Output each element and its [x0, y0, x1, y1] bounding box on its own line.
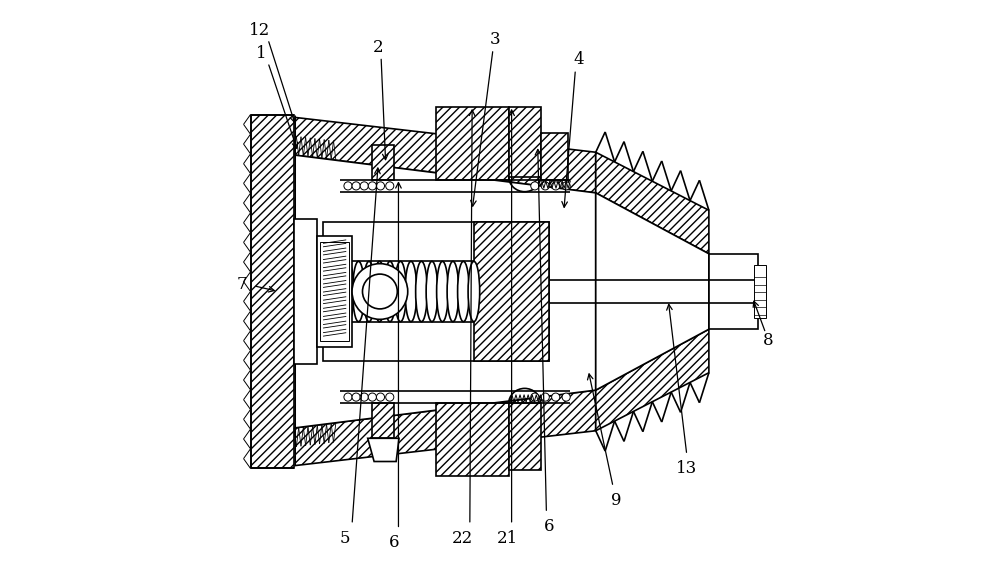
Bar [541, 133, 568, 180]
Ellipse shape [384, 261, 396, 322]
Bar [372, 403, 394, 438]
Bar [294, 219, 317, 364]
Ellipse shape [395, 261, 406, 322]
Circle shape [552, 182, 560, 190]
Ellipse shape [416, 261, 427, 322]
Circle shape [386, 182, 394, 190]
Ellipse shape [458, 261, 469, 322]
Ellipse shape [468, 261, 480, 322]
Ellipse shape [405, 261, 417, 322]
Text: 8: 8 [763, 332, 773, 349]
Text: 7: 7 [237, 276, 248, 293]
Ellipse shape [353, 261, 364, 322]
Circle shape [541, 182, 549, 190]
Circle shape [360, 393, 368, 401]
Circle shape [562, 182, 570, 190]
Circle shape [562, 393, 570, 401]
Circle shape [386, 393, 394, 401]
Circle shape [352, 182, 360, 190]
Text: 2: 2 [373, 39, 383, 57]
Bar [317, 236, 352, 347]
Circle shape [376, 393, 385, 401]
Circle shape [344, 182, 352, 190]
Ellipse shape [374, 261, 385, 322]
Bar [372, 145, 394, 180]
Circle shape [362, 274, 397, 309]
Ellipse shape [342, 261, 354, 322]
Circle shape [352, 393, 360, 401]
Text: 22: 22 [452, 529, 473, 547]
Polygon shape [295, 155, 596, 428]
Circle shape [541, 393, 549, 401]
Polygon shape [295, 117, 596, 193]
Polygon shape [596, 152, 709, 254]
Ellipse shape [363, 261, 375, 322]
Bar [436, 107, 509, 180]
Circle shape [352, 264, 408, 319]
Ellipse shape [447, 261, 459, 322]
Bar [709, 254, 758, 329]
Text: 6: 6 [389, 533, 400, 551]
Polygon shape [295, 390, 596, 466]
Bar [320, 242, 349, 341]
Text: 21: 21 [497, 529, 518, 547]
Text: 5: 5 [339, 529, 350, 547]
Text: 3: 3 [490, 30, 501, 48]
Circle shape [552, 393, 560, 401]
Polygon shape [251, 114, 294, 469]
Circle shape [531, 393, 539, 401]
Text: 12: 12 [249, 22, 270, 39]
Circle shape [344, 393, 352, 401]
Circle shape [376, 182, 385, 190]
Bar [754, 265, 766, 318]
Text: 1: 1 [256, 45, 266, 62]
Text: 9: 9 [611, 492, 621, 509]
Bar [509, 403, 541, 470]
Bar [436, 403, 509, 476]
Bar [474, 222, 549, 361]
Polygon shape [596, 193, 709, 390]
Text: 13: 13 [676, 460, 697, 477]
Circle shape [360, 182, 368, 190]
Ellipse shape [437, 261, 448, 322]
Ellipse shape [426, 261, 438, 322]
Circle shape [531, 182, 539, 190]
Bar [509, 107, 541, 177]
Text: 6: 6 [544, 518, 555, 535]
Bar [323, 222, 549, 361]
Text: 4: 4 [573, 51, 584, 68]
Ellipse shape [332, 261, 343, 322]
Circle shape [368, 393, 376, 401]
Polygon shape [368, 438, 399, 462]
Circle shape [368, 182, 376, 190]
Polygon shape [596, 329, 709, 431]
